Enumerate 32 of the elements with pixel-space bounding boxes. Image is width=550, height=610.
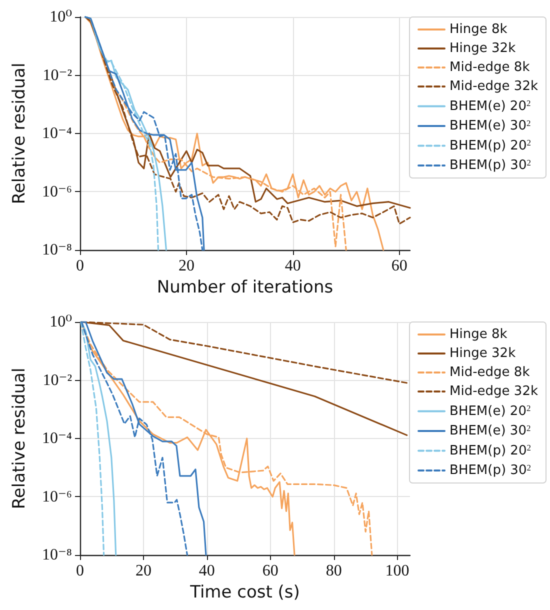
y-tick-label: 10⁻⁴: [42, 430, 72, 447]
y-tick-label: 10⁻²: [42, 372, 72, 389]
x-axis-title: Time cost (s): [189, 582, 300, 602]
y-tick-label: 10⁻⁶: [42, 488, 72, 506]
x-axis-title: Number of iterations: [156, 277, 334, 298]
legend-label: Mid-edge 8k: [450, 60, 530, 75]
legend-label: Hinge 8k: [450, 22, 508, 37]
legend-label: Mid-edge 8k: [450, 365, 530, 380]
legend-label: Hinge 32k: [450, 41, 516, 56]
y-tick-label: 10⁻²: [42, 66, 72, 84]
x-tick-label: 80: [326, 562, 342, 580]
x-tick-label: 20: [135, 562, 152, 580]
y-tick-label: 10⁻⁴: [42, 125, 72, 142]
y-axis-title: Relative residual: [10, 368, 30, 510]
legend-label: Hinge 32k: [450, 346, 516, 361]
x-tick-label: 20: [178, 258, 194, 274]
y-tick-label: 10⁰: [50, 314, 72, 330]
x-tick-label: 0: [76, 562, 84, 580]
y-tick-label: 10⁻⁸: [42, 546, 72, 564]
y-tick-label: 10⁻⁶: [42, 183, 72, 200]
x-tick-label: 60: [262, 562, 278, 580]
y-axis-title: Relative residual: [10, 62, 30, 204]
x-tick-label: 100: [385, 562, 410, 580]
x-tick-label: 0: [76, 258, 84, 274]
legend-label: Hinge 8k: [450, 327, 508, 342]
x-tick-label: 60: [391, 258, 408, 274]
legend-label: Mid-edge 32k: [450, 384, 538, 399]
y-tick-label: 10⁰: [50, 8, 72, 26]
legend-label: Mid-edge 32k: [450, 79, 538, 94]
x-tick-label: 40: [198, 562, 215, 580]
y-tick-label: 10⁻⁸: [42, 242, 72, 258]
x-tick-label: 40: [284, 258, 301, 274]
